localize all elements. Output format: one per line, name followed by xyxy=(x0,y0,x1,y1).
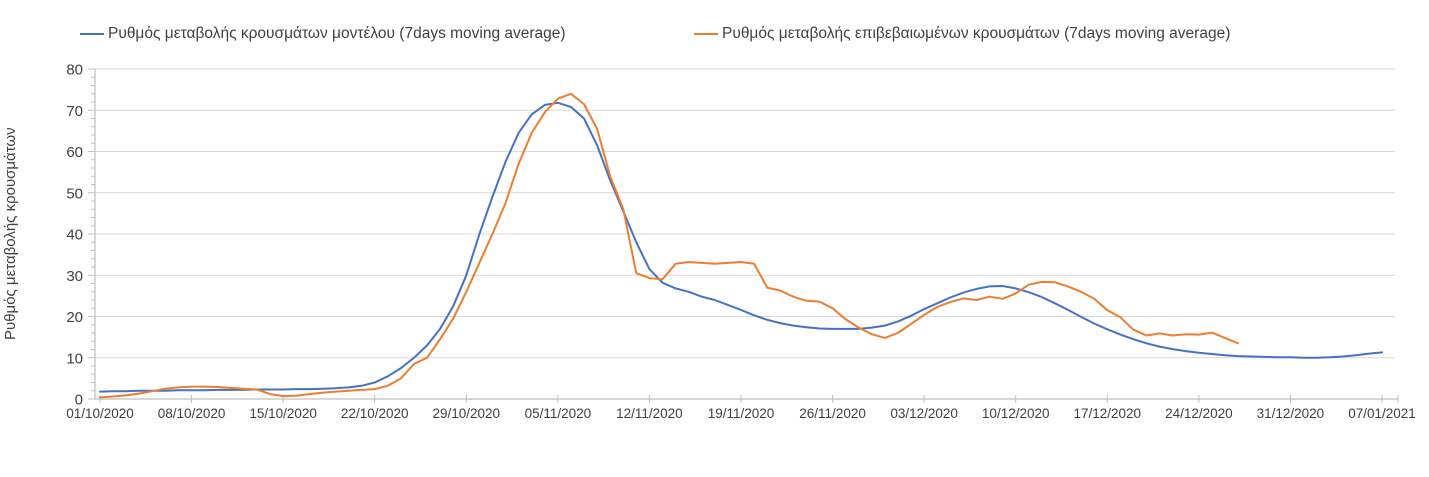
x-tick-label: 05/11/2020 xyxy=(525,406,592,421)
x-tick-label: 24/12/2020 xyxy=(1165,406,1233,421)
y-tick-label: 40 xyxy=(66,227,83,244)
x-tick-label: 17/12/2020 xyxy=(1073,406,1141,421)
x-tick-label: 03/12/2020 xyxy=(890,406,958,421)
x-tick-label: 15/10/2020 xyxy=(249,406,317,421)
y-tick-label: 60 xyxy=(66,144,83,161)
y-tick-label: 70 xyxy=(66,103,83,120)
x-tick-label: 29/10/2020 xyxy=(432,406,500,421)
y-tick-label: 0 xyxy=(75,392,83,409)
confirmed-series-line xyxy=(99,92,1240,399)
x-tick-label: 12/11/2020 xyxy=(616,406,683,421)
legend-item-model: Ρυθμός μεταβολής κρουσμάτων μοντέλου (7d… xyxy=(80,24,566,44)
x-tick-label: 08/10/2020 xyxy=(158,406,226,421)
legend-item-confirmed: Ρυθμός μεταβολής επιβεβαιωμένων κρουσμάτ… xyxy=(694,24,1230,44)
legend-line-marker-model xyxy=(80,33,104,35)
x-tick-label: 31/12/2020 xyxy=(1257,406,1325,421)
model-series-line xyxy=(99,101,1383,393)
legend-label-confirmed: Ρυθμός μεταβολής επιβεβαιωμένων κρουσμάτ… xyxy=(722,25,1231,42)
x-tick-label: 19/11/2020 xyxy=(708,406,775,421)
x-tick-label: 26/11/2020 xyxy=(799,406,866,421)
y-tick-label: 80 xyxy=(66,62,83,79)
x-tick-label: 01/10/2020 xyxy=(66,406,134,421)
x-tick-label: 22/10/2020 xyxy=(341,406,409,421)
legend-line-marker-confirmed xyxy=(694,33,718,35)
y-tick-label: 50 xyxy=(66,185,83,202)
y-axis-title: Ρυθμός μεταβολής κρουσμάτων xyxy=(2,127,19,341)
y-tick-label: 20 xyxy=(66,309,83,326)
y-tick-label: 10 xyxy=(66,350,83,367)
legend-label-model: Ρυθμός μεταβολής κρουσμάτων μοντέλου (7d… xyxy=(108,25,566,42)
y-tick-label: 30 xyxy=(66,268,83,285)
x-tick-label: 07/01/2021 xyxy=(1348,406,1416,421)
x-tick-label: 10/12/2020 xyxy=(982,406,1050,421)
